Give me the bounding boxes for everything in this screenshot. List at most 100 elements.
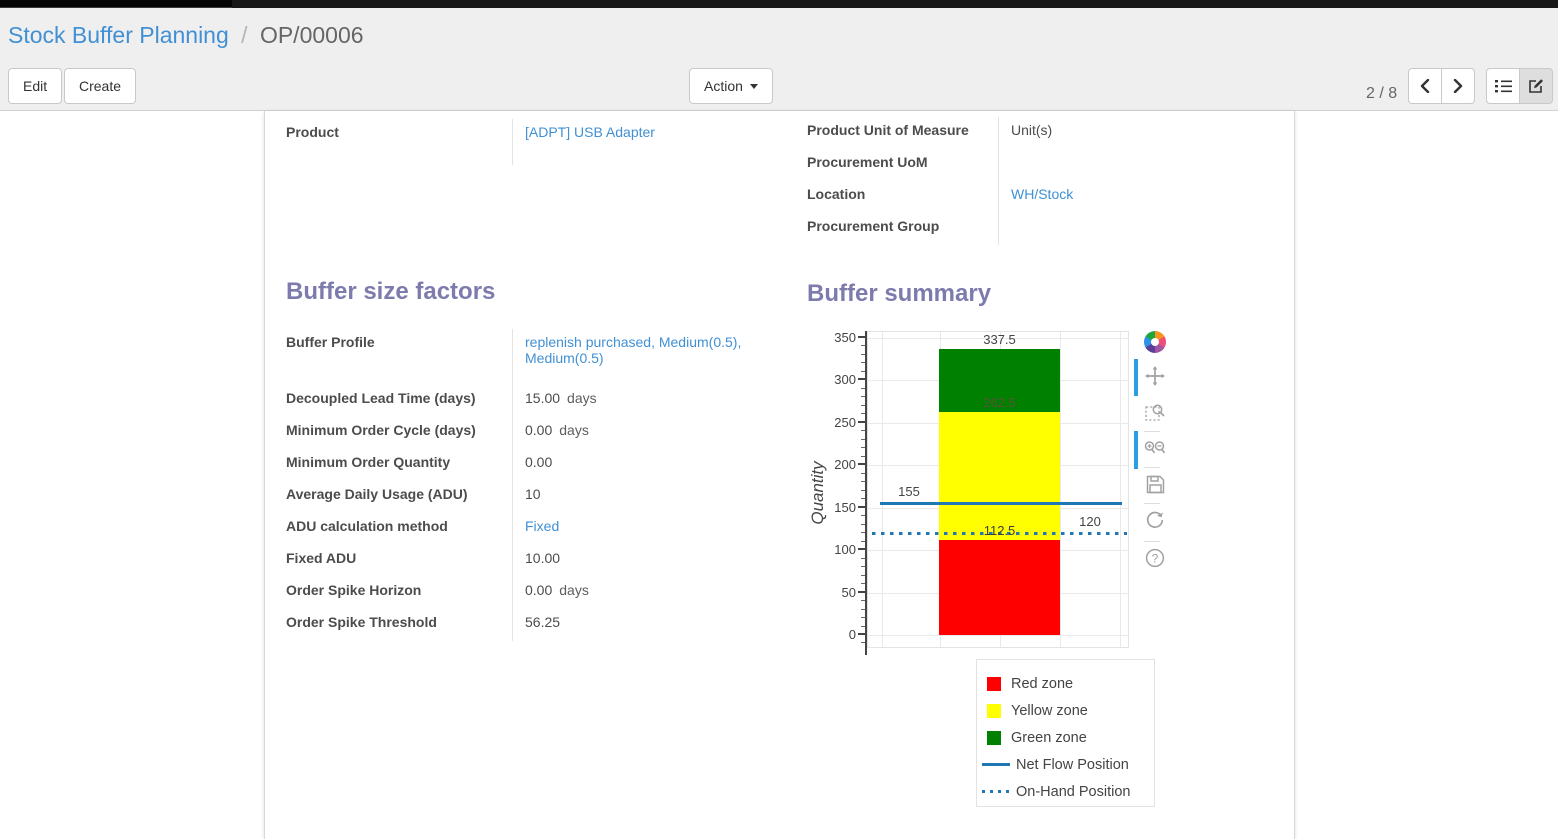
field-row-procurement-uom: Procurement UoM [807,149,1285,181]
y-tick-minor [861,353,865,355]
pager-previous-button[interactable] [1408,68,1442,104]
y-tick-minor [861,608,865,610]
y-tick-minor [861,438,865,440]
zoom-in-out-icon[interactable] [1142,435,1168,461]
field-value-location: WH/Stock [998,181,1285,213]
field-row-fixed-adu: Fixed ADU 10.00 [286,545,798,577]
y-tick-minor [861,625,865,627]
y-tick-label: 50 [841,584,856,600]
field-value-adu-calculation-method: Fixed [512,513,798,545]
y-tick-minor [861,557,865,559]
field-value-order-spike-threshold: 56.25 [512,609,798,641]
y-tick-label: 150 [834,499,856,515]
field-value-decoupled-lead-time-days: 15.00 days [512,385,798,417]
pan-icon[interactable] [1142,363,1168,389]
y-tick-minor [861,362,865,364]
form-edit-icon [1529,79,1543,93]
y-tick-label: 0 [848,627,856,642]
field-row-minimum-order-cycle-days: Minimum Order Cycle (days) 0.00 days [286,417,798,449]
action-label: Action [704,78,743,94]
field-row-buffer-profile: Buffer Profile replenish purchased, Mediu… [286,329,798,385]
product-link[interactable]: [ADPT] USB Adapter [525,124,655,140]
field-row-location: Location WH/Stock [807,181,1285,213]
field-text-average-daily-usage-adu: 10 [525,486,541,502]
y-tick-minor [861,540,865,542]
y-tick-minor [861,345,865,347]
y-tick-major [858,336,866,338]
field-label-fixed-adu: Fixed ADU [286,550,357,566]
red-zone-bar [939,539,1060,635]
y-tick-minor [861,387,865,389]
y-tick-label: 200 [834,457,856,473]
field-text-order-spike-horizon: 0.00 [525,582,553,598]
buffer-summary-title: Buffer summary [807,280,992,307]
modebar-active-bar [1134,431,1138,469]
legend-label: On-Hand Position [1016,783,1131,800]
y-tick-minor [861,600,865,602]
y-tick-label: 250 [834,414,856,430]
form-view-button[interactable] [1519,68,1553,104]
field-label-minimum-order-quantity: Minimum Order Quantity [286,454,451,470]
field-suffix-order-spike-horizon: days [559,582,589,598]
list-icon [1494,80,1512,93]
field-label-average-daily-usage-adu: Average Daily Usage (ADU) [286,486,468,502]
edit-button[interactable]: Edit [8,68,63,104]
legend-item-yellow-zone[interactable]: Yellow zone [987,697,1154,724]
product-value: [ADPT] USB Adapter [512,119,791,165]
legend-item-on-hand-position[interactable]: On-Hand Position [982,778,1154,805]
y-gridline [868,635,1128,636]
caret-down-icon [749,83,758,89]
y-tick-minor [861,481,865,483]
y-tick-label: 350 [834,330,856,345]
legend-item-red-zone[interactable]: Red zone [987,670,1154,697]
field-label-order-spike-horizon: Order Spike Horizon [286,582,422,598]
red-zone-swatch [987,676,1001,691]
field-label-product-unit-of-measure: Product Unit of Measure [807,122,969,138]
field-text-minimum-order-cycle-days: 0.00 [525,422,553,438]
y-tick-minor [861,523,865,525]
help-icon[interactable]: ? [1142,545,1168,571]
net-flow-position-line [880,501,1122,505]
create-button[interactable]: Create [64,68,137,104]
field-link-adu-calculation-method[interactable]: Fixed [525,518,560,534]
modebar-divider [1144,503,1160,504]
field-text-fixed-adu: 10.00 [525,550,561,566]
field-value-average-daily-usage-adu: 10 [512,481,798,513]
action-dropdown-button[interactable]: Action [689,68,773,104]
app-menu-segment [0,0,232,8]
buffer-summary-chart: Quantity 155 120 337.5 262.5 112.5 0 50 100 150… [805,327,1135,672]
y-tick-minor [861,455,865,457]
y-tick-minor [861,515,865,517]
field-suffix-minimum-order-cycle-days: days [559,422,589,438]
field-value-minimum-order-quantity: 0.00 [512,449,798,481]
breadcrumb-parent-link[interactable]: Stock Buffer Planning [8,22,229,48]
y-tick-major [858,505,866,508]
legend-item-net-flow-position[interactable]: Net Flow Position [982,751,1154,778]
save-icon[interactable] [1142,471,1168,497]
field-label-adu-calculation-method: ADU calculation method [286,518,448,534]
y-tick-minor [861,642,865,644]
field-text-product-unit-of-measure: Unit(s) [1011,122,1053,138]
box-zoom-icon[interactable] [1142,399,1168,425]
legend-label: Yellow zone [1011,702,1088,719]
field-text-minimum-order-quantity: 0.00 [525,454,553,470]
zone-boundary-label: 337.5 [983,331,1016,347]
form-sheet: Product [ADPT] USB Adapter Product Unit … [264,111,1295,839]
field-row-order-spike-horizon: Order Spike Horizon 0.00 days [286,577,798,609]
field-link-location[interactable]: WH/Stock [1011,186,1074,202]
field-row-decoupled-lead-time-days: Decoupled Lead Time (days) 15.00 days [286,385,798,417]
field-link-buffer-profile[interactable]: replenish purchased, Medium(0.5), Medium… [525,334,742,366]
pager-next-button[interactable] [1441,68,1475,104]
reset-axes-icon[interactable] [1142,507,1168,533]
view-switcher [1486,68,1553,104]
y-tick-minor [861,617,865,619]
net-flow-position-swatch [982,763,1010,766]
yellow-zone-swatch [987,703,1001,718]
net-flow-position-value-label: 155 [898,484,920,500]
chevron-right-icon [1453,79,1463,93]
legend-item-green-zone[interactable]: Green zone [987,724,1154,751]
field-value-fixed-adu: 10.00 [512,545,798,577]
plotly-logo-icon[interactable] [1142,329,1168,355]
list-view-button[interactable] [1486,68,1520,104]
app-top-bar [0,0,1558,8]
